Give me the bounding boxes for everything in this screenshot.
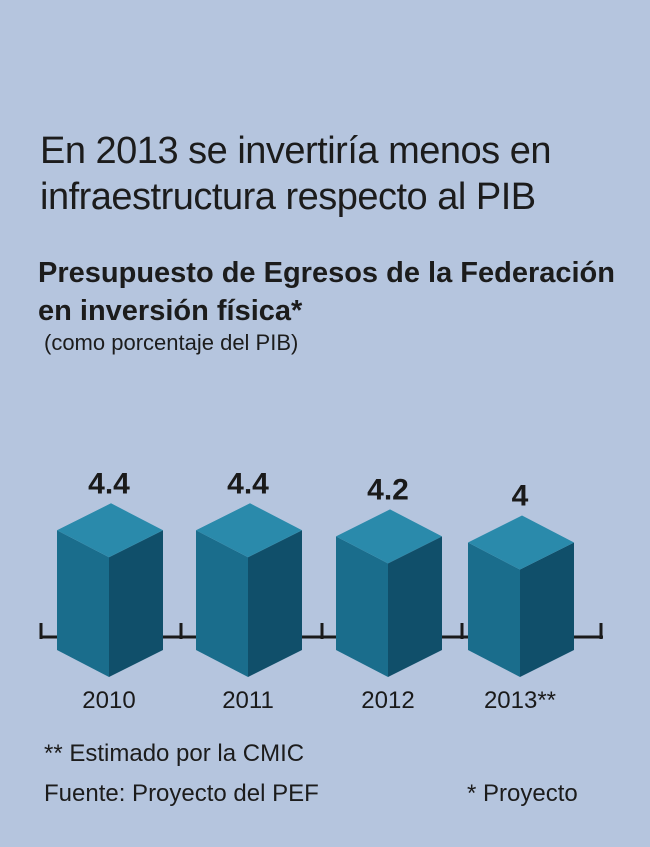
bar-front-face	[196, 530, 248, 677]
x-tick-label: 2013**	[484, 687, 556, 714]
chart-title: Presupuesto de Egresos de la Federación …	[38, 257, 615, 327]
bar-side-face	[248, 530, 302, 677]
bar-top-face	[57, 503, 163, 558]
bar-value-label: 4.4	[88, 467, 130, 500]
bar-top-face	[196, 503, 302, 558]
chart-subtitle: (como porcentaje del PIB)	[44, 330, 299, 355]
bar-side-face	[109, 530, 163, 677]
footnote-source: Fuente: Proyecto del PEF	[44, 780, 319, 807]
x-tick-label: 2010	[82, 687, 135, 714]
footnote-project: * Proyecto	[467, 780, 578, 807]
bar-value-label: 4.2	[367, 473, 409, 506]
footnote-estimate: ** Estimado por la CMIC	[44, 740, 305, 767]
bar-top-face	[468, 515, 574, 570]
bar-top-face	[336, 509, 442, 564]
x-tick-label: 2011	[222, 687, 274, 714]
headline: En 2013 se invertiría menos en infraestr…	[40, 130, 551, 218]
bar-value-label: 4.4	[227, 467, 269, 500]
bar-side-face	[520, 542, 574, 677]
bar-front-face	[57, 530, 109, 677]
bar-front-face	[336, 536, 388, 677]
bar-value-label: 4	[512, 480, 529, 513]
x-tick-label: 2012	[361, 687, 414, 714]
bar-chart: 4.4 2010 4.4 2011 4.2 2012 4 2013**	[39, 467, 603, 714]
bar-side-face	[388, 536, 442, 677]
bar-front-face	[468, 542, 520, 677]
